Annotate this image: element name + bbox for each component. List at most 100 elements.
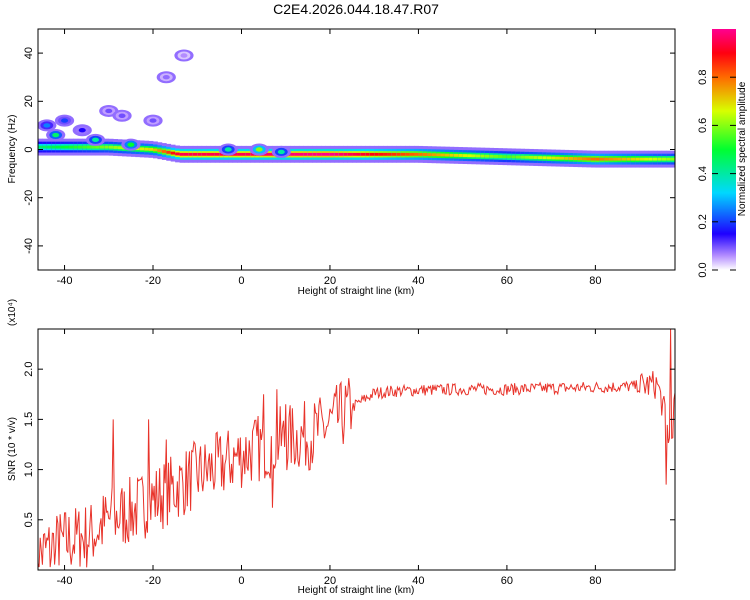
ridge-cell [312,152,318,156]
ridge-cell [347,152,353,156]
ridge-cell [630,157,636,161]
ridge-cell [533,156,539,159]
ridge-cell [409,152,415,156]
ridge-cell [480,154,486,158]
spectral-blob [118,113,126,118]
ridge-cell [232,152,238,156]
ridge-cell [237,152,242,156]
ridge-cell [268,152,273,156]
ridge-cell [99,145,105,149]
ridge-cell [294,152,300,156]
ridge-cell [183,152,189,156]
ridge-cell [360,152,366,156]
ridge-cell [188,152,194,156]
x-tick-label: -40 [57,575,73,587]
snr-xlabel: Height of straight line (km) [298,585,415,596]
ridge-cell [498,155,503,158]
colorbar-tick-label: 0.0 [697,262,709,277]
spectral-blob [149,118,157,123]
ridge-cell [670,157,675,161]
ridge-cell [604,157,610,161]
ridge-cell [369,152,375,156]
ridge-cell [582,157,587,161]
ridge-cell [38,145,43,149]
chart-title: C2E4.2026.044.18.47.R07 [273,1,439,17]
ridge-cell [250,152,256,156]
ridge-cell [414,152,419,156]
x-tick-label: 20 [324,275,336,287]
x-tick-label: -20 [145,575,161,587]
ridge-cell [210,152,216,156]
ridge-cell [559,156,565,160]
ridge-cell [343,152,349,156]
ridge-cell [648,157,654,161]
ridge-cell [352,152,357,156]
x-tick-label: 60 [501,275,513,287]
spectrogram-panel: -40 -20 0 20 40 60 80 -40 -20 0 20 40 Height of st… [7,28,676,297]
ridge-cell [95,145,101,149]
ridge-cell [444,153,450,157]
ridge-cell [613,157,618,161]
ridge-cell [537,156,543,160]
ridge-cell [325,152,331,156]
y-tick-label: -40 [23,238,35,254]
x-tick-label: 80 [589,275,601,287]
ridge-cell [568,157,574,160]
spectral-blob [52,132,60,138]
ridge-cell [608,157,614,161]
ridge-cell [626,157,632,161]
ridge-cell [484,154,490,158]
spectral-blob [277,149,285,155]
ridge-cell [108,145,114,149]
ridge-cell [453,153,459,157]
ridge-cell [46,145,52,149]
colorbar-gradient [712,29,736,270]
spectrogram-ylabel: Frequency (Hz) [7,115,18,184]
x-tick-label: -40 [57,275,73,287]
ridge-cell [440,153,446,157]
ridge-cell [427,153,433,157]
ridge-cell [338,152,344,156]
x-tick-label: 80 [589,575,601,587]
x-tick-label: 20 [324,575,336,587]
ridge-cell [542,156,548,160]
ridge-cell [586,157,592,161]
spectral-blob [127,142,135,147]
ridge-cell [661,157,667,161]
colorbar-tick-label: 0.6 [697,118,709,133]
ridge-cell [166,150,172,154]
ridge-cell [400,152,406,156]
ridge-cell [595,157,601,161]
ridge-cell [489,154,495,158]
ridge-cell [321,152,326,156]
ridge-cell [621,157,627,161]
ridge-cell [214,152,220,156]
ridge-cell [307,152,313,156]
ridge-cell [564,156,570,160]
ridge-cell [77,145,83,149]
ridge-cell [298,152,304,156]
ridge-cell [179,152,185,156]
spectral-blob [78,128,86,133]
y-tick-label: 1.0 [23,462,35,477]
x-tick-label: 0 [238,275,244,287]
ridge-cell [405,152,410,156]
ridge-cell [387,152,393,156]
ridge-cell [42,145,48,149]
colorbar-tick-label: 0.8 [697,70,709,85]
spectrogram-marks [38,49,675,168]
x-tick-label: 60 [501,575,513,587]
ridge-cell [520,155,525,159]
ridge-cell [436,153,441,157]
ridge-cell [201,152,207,156]
ridge-cell [113,146,119,149]
ridge-cell [175,152,180,156]
ridge-cell [356,152,362,156]
ridge-cell [617,157,623,161]
ridge-cell [546,156,552,160]
ridge-cell [144,147,149,151]
ridge-cell [555,156,561,160]
ridge-cell [657,157,663,161]
ridge-cell [639,157,645,161]
